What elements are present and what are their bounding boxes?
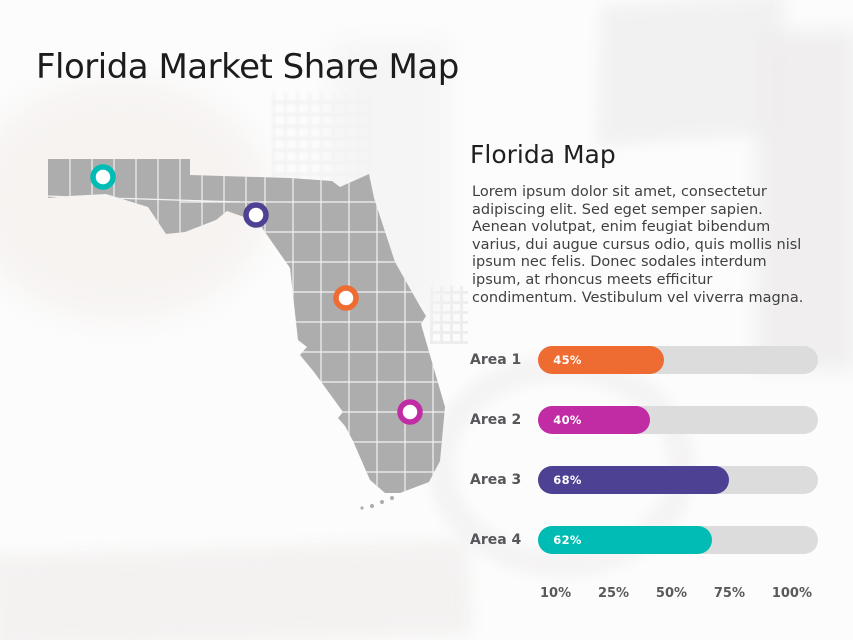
bar-category-label: Area 4: [470, 532, 522, 548]
bar-track: 45%: [538, 346, 819, 374]
bar-category-label: Area 1: [470, 352, 522, 368]
map-marker-area-3: [243, 202, 269, 228]
bar-row: Area 4 62%: [470, 526, 830, 554]
map-marker-area-2: [397, 399, 423, 425]
slide-title: Florida Market Share Map: [36, 46, 459, 87]
bar-category-label: Area 3: [470, 472, 522, 488]
bar-row: Area 1 45%: [470, 346, 830, 374]
florida-map: [48, 159, 445, 510]
panel-heading: Florida Map: [470, 140, 616, 169]
axis-tick-label: 100%: [771, 586, 812, 601]
background-shape: [595, 0, 786, 147]
bar-value-label: 68%: [553, 473, 582, 487]
market-share-bar-chart: Area 1 45% Area 2 40% Area 3 68%: [470, 346, 830, 601]
florida-keys: [360, 496, 394, 510]
bar-track: 62%: [538, 526, 819, 554]
axis-tick-label: 75%: [713, 586, 745, 601]
axis-tick-label: 50%: [655, 586, 688, 601]
axis-tick-label: 10%: [540, 586, 572, 601]
bar-fill: 68%: [538, 466, 729, 494]
bar-value-label: 40%: [553, 413, 582, 427]
bar-row: Area 2 40%: [470, 406, 830, 434]
info-panel: Florida Map Lorem ipsum dolor sit amet, …: [470, 140, 818, 307]
bar-value-label: 45%: [553, 353, 582, 367]
x-axis: 10% 25% 50% 75% 100%: [540, 586, 812, 601]
map-marker-area-4: [90, 164, 116, 190]
map-marker-area-1: [333, 285, 359, 311]
bar-fill: 45%: [538, 346, 665, 374]
florida-state-shape: [48, 159, 445, 493]
bar-fill: 40%: [538, 406, 651, 434]
background-shape: [0, 539, 472, 640]
bar-value-label: 62%: [553, 533, 582, 547]
bar-track: 40%: [538, 406, 819, 434]
bar-row: Area 3 68%: [470, 466, 830, 494]
map-markers: [90, 164, 423, 425]
axis-tick-label: 25%: [597, 586, 630, 601]
bar-fill: 62%: [538, 526, 712, 554]
panel-body-text: Lorem ipsum dolor sit amet, consectetur …: [472, 184, 804, 306]
bar-category-label: Area 2: [470, 412, 522, 428]
bar-track: 68%: [538, 466, 819, 494]
